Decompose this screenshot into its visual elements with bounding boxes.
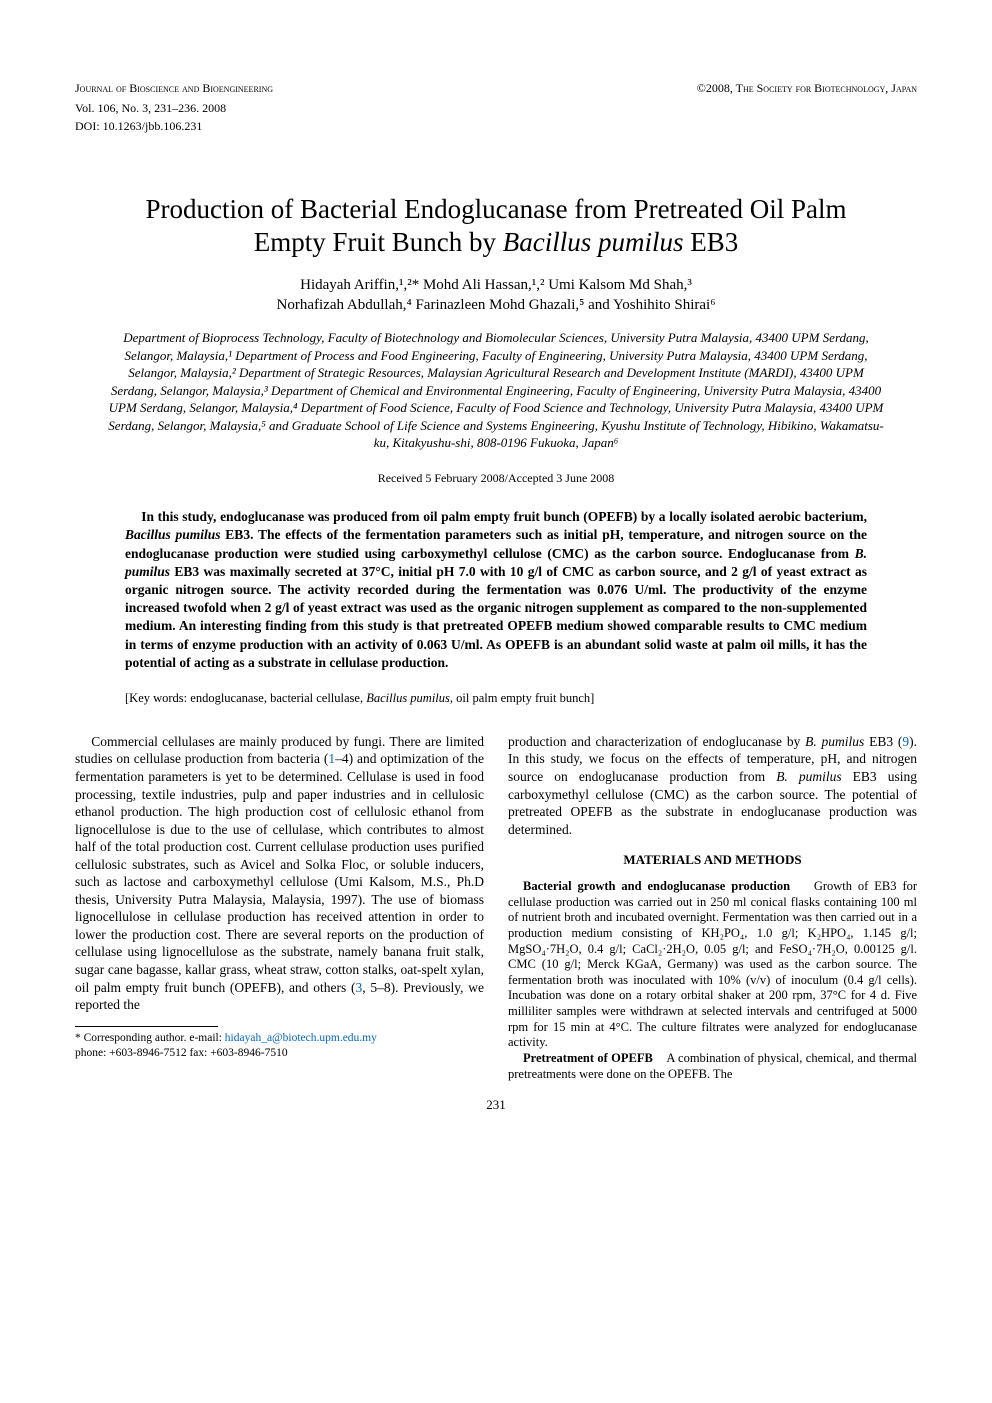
authors: Hidayah Ariffin,¹,²* Mohd Ali Hassan,¹,²…: [75, 276, 917, 315]
received-date: Received 5 February 2008/Accepted 3 June…: [75, 470, 917, 486]
volume-info: Vol. 106, No. 3, 231–236. 2008: [75, 100, 917, 116]
keywords: [Key words: endoglucanase, bacterial cel…: [125, 690, 867, 707]
affiliations: Department of Bioprocess Technology, Fac…: [105, 329, 887, 452]
pretreatment-heading: Pretreatment of OPEFB: [523, 1051, 653, 1065]
intro-paragraph: Commercial cellulases are mainly produce…: [75, 733, 484, 1014]
pretreatment-paragraph: Pretreatment of OPEFB A combination of p…: [508, 1051, 917, 1082]
right-column: production and characterization of endog…: [508, 733, 917, 1082]
copyright: ©2008, The Society for Biotechnology, Ja…: [697, 80, 917, 96]
footnote-divider: [75, 1026, 218, 1027]
abstract: In this study, endoglucanase was produce…: [125, 508, 867, 672]
corresponding-author: * Corresponding author. e-mail: hidayah_…: [75, 1031, 484, 1061]
intro-continuation: production and characterization of endog…: [508, 733, 917, 838]
corresponding-email-link[interactable]: hidayah_a@biotech.upm.edu.my: [225, 1032, 377, 1044]
journal-name: Journal of Bioscience and Bioengineering: [75, 80, 273, 96]
bacterial-growth-heading: Bacterial growth and endoglucanase produ…: [523, 879, 790, 893]
doi: DOI: 10.1263/jbb.106.231: [75, 118, 917, 134]
bacterial-growth-paragraph: Bacterial growth and endoglucanase produ…: [508, 879, 917, 1051]
left-column: Commercial cellulases are mainly produce…: [75, 733, 484, 1082]
materials-methods-heading: MATERIALS AND METHODS: [508, 852, 917, 869]
article-title: Production of Bacterial Endoglucanase fr…: [75, 193, 917, 261]
page-number: 231: [75, 1096, 917, 1114]
